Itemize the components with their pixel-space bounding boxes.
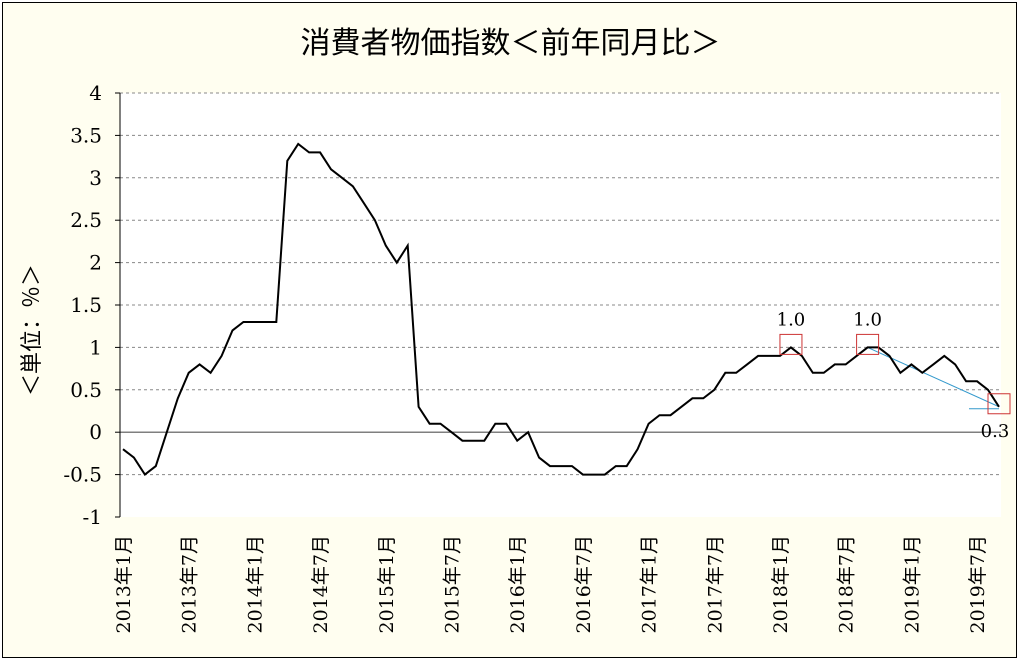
y-tick-label: 4 <box>89 81 102 105</box>
x-tick-label: 2015年7月 <box>442 535 464 633</box>
x-tick-label: 2013年7月 <box>179 535 201 633</box>
x-tick-label: 2018年7月 <box>836 535 858 633</box>
y-tick-label: 3 <box>89 166 102 190</box>
x-tick-label: 2017年1月 <box>639 535 661 633</box>
data-label: 1.0 <box>853 309 882 330</box>
y-tick-label: 3.5 <box>70 123 102 147</box>
data-label: 0.3 <box>981 421 1010 442</box>
y-tick-label: -0.5 <box>63 463 102 487</box>
x-tick-label: 2016年7月 <box>573 535 595 633</box>
x-tick-label: 2014年1月 <box>244 535 266 633</box>
data-label: 1.0 <box>777 309 806 330</box>
x-tick-label: 2017年7月 <box>704 535 726 633</box>
x-tick-label: 2014年7月 <box>310 535 332 633</box>
y-tick-label: -1 <box>83 505 102 529</box>
y-tick-label: 2 <box>89 251 102 275</box>
highlight-box <box>856 333 880 355</box>
highlight-box <box>779 333 803 355</box>
y-tick-label: 1.5 <box>70 293 102 317</box>
x-tick-label: 2016年1月 <box>507 535 529 633</box>
x-tick-label: 2019年7月 <box>967 535 989 633</box>
y-tick-label: 1 <box>89 335 102 359</box>
x-tick-label: 2013年1月 <box>113 535 135 633</box>
y-tick-label: 2.5 <box>70 208 102 232</box>
chart-title: 消費者物価指数＜前年同月比＞ <box>300 26 721 61</box>
x-tick-label: 2018年1月 <box>770 535 792 633</box>
series-line <box>122 142 1000 477</box>
y-tick-label: 0 <box>89 420 102 444</box>
x-tick-label: 2019年1月 <box>901 535 923 633</box>
x-tick-label: 2015年1月 <box>376 535 398 633</box>
y-tick-label: 0.5 <box>70 378 102 402</box>
highlight-box <box>987 393 1011 415</box>
